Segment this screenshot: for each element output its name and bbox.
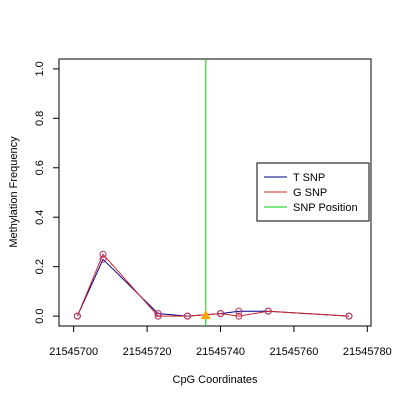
legend: T SNP G SNP SNP Position (256, 162, 370, 222)
x-tick-label: 21545780 (343, 346, 392, 358)
data-point (235, 307, 243, 315)
y-axis: 0.0 0.2 0.4 0.6 0.8 1.0 (34, 61, 60, 324)
legend-label: SNP Position (293, 202, 358, 214)
data-point (73, 312, 81, 320)
data-point (235, 312, 243, 320)
x-tick-label: 21545700 (49, 346, 98, 358)
data-point (183, 312, 191, 320)
y-tick-label: 0.8 (34, 111, 46, 126)
series-line-g-snp (76, 253, 350, 317)
x-axis: 21545700 21545720 21545740 21545760 21545780 (49, 325, 392, 358)
data-point (154, 312, 162, 320)
series-line-t-snp (76, 258, 350, 317)
data-point (345, 312, 353, 320)
y-tick-label: 0.2 (34, 259, 46, 274)
y-tick-label: 0.4 (34, 210, 46, 225)
x-axis-label: CpG Coordinates (173, 374, 258, 386)
x-tick-label: 21545760 (269, 346, 318, 358)
plot-area (73, 59, 353, 326)
y-tick-label: 0.6 (34, 160, 46, 175)
x-tick-label: 21545720 (123, 346, 172, 358)
data-point (99, 255, 107, 263)
data-point (217, 310, 225, 318)
legend-label: G SNP (293, 187, 327, 199)
data-point (264, 307, 272, 315)
snp-marker (200, 310, 211, 320)
data-point (99, 250, 107, 258)
y-tick-label: 0.0 (34, 308, 46, 323)
x-tick-label: 21545740 (196, 346, 245, 358)
data-point (154, 310, 162, 318)
legend-label: T SNP (293, 172, 325, 184)
y-axis-label: Methylation Frequency (8, 136, 20, 248)
y-tick-label: 1.0 (34, 61, 46, 76)
